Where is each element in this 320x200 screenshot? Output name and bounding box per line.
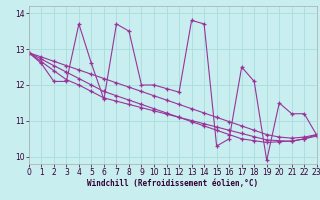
X-axis label: Windchill (Refroidissement éolien,°C): Windchill (Refroidissement éolien,°C) bbox=[87, 179, 258, 188]
